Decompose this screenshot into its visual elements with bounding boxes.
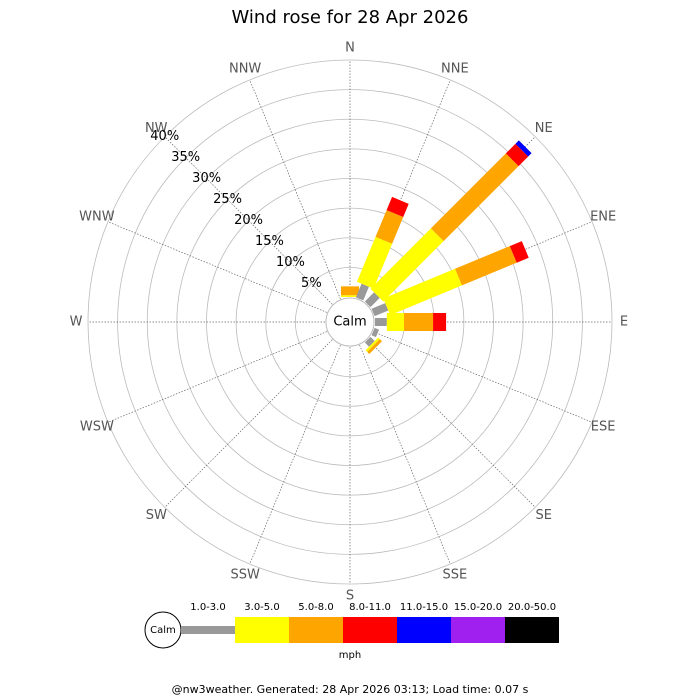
radial-line bbox=[249, 79, 341, 300]
bar-segment bbox=[455, 246, 517, 286]
radial-line bbox=[164, 136, 333, 305]
legend-swatch bbox=[181, 626, 235, 634]
radial-line bbox=[107, 221, 328, 313]
legend-label: 8.0-11.0 bbox=[349, 602, 391, 613]
radial-line bbox=[164, 339, 333, 508]
bar-segment bbox=[364, 336, 375, 347]
direction-label: NNE bbox=[441, 61, 469, 76]
y-tick-label: 25% bbox=[213, 192, 242, 207]
legend-label: 20.0-50.0 bbox=[508, 602, 556, 613]
bar-segment bbox=[355, 283, 369, 301]
calm-label: Calm bbox=[333, 315, 366, 330]
y-tick-label: 30% bbox=[192, 171, 221, 186]
grid-circle bbox=[87, 59, 613, 585]
direction-label: SW bbox=[146, 508, 167, 523]
bar-segment bbox=[383, 268, 462, 316]
bar-segment bbox=[404, 313, 434, 331]
legend-calm-label: Calm bbox=[150, 625, 176, 636]
radial-line bbox=[107, 331, 328, 423]
bar-segment bbox=[375, 210, 404, 244]
bar-segment bbox=[509, 241, 529, 263]
legend-swatch bbox=[235, 617, 289, 643]
radial-line bbox=[372, 331, 593, 423]
legend-label: 1.0-3.0 bbox=[190, 602, 225, 613]
radial-line bbox=[367, 339, 536, 508]
direction-label: NE bbox=[535, 121, 553, 136]
bar-segment bbox=[375, 318, 387, 326]
legend-label: 5.0-8.0 bbox=[298, 602, 333, 613]
direction-label: E bbox=[620, 315, 628, 330]
legend-label: 3.0-5.0 bbox=[244, 602, 279, 613]
bar-segment bbox=[433, 313, 447, 331]
legend-label: 11.0-15.0 bbox=[400, 602, 448, 613]
bar-segment bbox=[430, 153, 519, 242]
direction-label: NW bbox=[145, 121, 168, 136]
legend-swatch bbox=[397, 617, 451, 643]
bar-segment bbox=[341, 295, 359, 297]
direction-label: ESE bbox=[591, 419, 616, 434]
bar-segment bbox=[341, 286, 359, 296]
footer: @nw3weather. Generated: 28 Apr 2026 03:1… bbox=[172, 683, 529, 696]
y-tick-label: 15% bbox=[255, 234, 284, 249]
legend-label: 15.0-20.0 bbox=[454, 602, 502, 613]
bar-segment bbox=[515, 140, 532, 157]
y-tick-label: 10% bbox=[276, 255, 305, 270]
legend-swatch bbox=[505, 617, 559, 643]
legend-swatch bbox=[289, 617, 343, 643]
chart-title: Wind rose for 28 Apr 2026 bbox=[232, 7, 469, 28]
direction-label: WSW bbox=[80, 419, 114, 434]
direction-label: S bbox=[346, 589, 354, 604]
bar-segment bbox=[386, 313, 405, 331]
y-tick-label: 20% bbox=[234, 213, 263, 228]
calm-circle bbox=[325, 297, 375, 347]
y-tick-label: 40% bbox=[150, 129, 179, 144]
grid-circle bbox=[235, 207, 465, 437]
direction-label: ENE bbox=[590, 210, 616, 225]
radial-line bbox=[249, 344, 341, 565]
bar-segment bbox=[364, 292, 380, 308]
direction-label: NNW bbox=[229, 61, 261, 76]
direction-label: N bbox=[345, 41, 355, 56]
bar-segment bbox=[505, 143, 529, 167]
bar-segment bbox=[386, 196, 409, 217]
y-tick-label: 35% bbox=[171, 150, 200, 165]
bar-segment bbox=[356, 236, 393, 289]
bar-segment bbox=[371, 327, 380, 338]
legend-swatch bbox=[343, 617, 397, 643]
direction-label: WNW bbox=[79, 210, 115, 225]
direction-label: SE bbox=[536, 508, 552, 523]
legend-swatch bbox=[451, 617, 505, 643]
radial-line bbox=[359, 344, 451, 565]
direction-label: W bbox=[70, 315, 83, 330]
direction-label: SSE bbox=[442, 568, 467, 583]
bar-segment bbox=[371, 303, 389, 317]
unit-label: mph bbox=[339, 650, 361, 661]
bar-segment bbox=[367, 339, 383, 355]
y-tick-label: 5% bbox=[301, 276, 322, 291]
bar-segment bbox=[365, 337, 380, 352]
bar-segment bbox=[370, 228, 444, 302]
direction-label: SSW bbox=[230, 568, 260, 583]
